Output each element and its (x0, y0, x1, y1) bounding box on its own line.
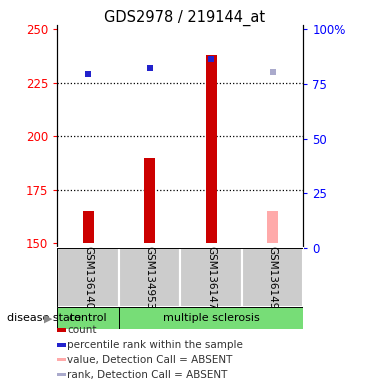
Bar (267, 211, 278, 243)
Bar (119, 307, 303, 329)
Text: GDS2978 / 219144_at: GDS2978 / 219144_at (104, 10, 266, 26)
Bar (181, 248, 242, 307)
Text: GSM136149: GSM136149 (268, 246, 278, 309)
Bar (144, 158, 155, 243)
Text: control: control (69, 313, 107, 323)
Text: GSM134953: GSM134953 (145, 246, 155, 309)
Text: ▶: ▶ (44, 313, 52, 323)
Text: multiple sclerosis: multiple sclerosis (163, 313, 259, 323)
Bar (57, 358, 66, 361)
Text: disease state: disease state (7, 313, 81, 323)
Text: rank, Detection Call = ABSENT: rank, Detection Call = ABSENT (67, 370, 228, 380)
Bar (57, 307, 119, 329)
Text: percentile rank within the sample: percentile rank within the sample (67, 340, 243, 350)
Bar (57, 328, 66, 332)
Bar (57, 373, 66, 376)
Bar (206, 55, 217, 243)
Text: count: count (67, 325, 97, 335)
Text: value, Detection Call = ABSENT: value, Detection Call = ABSENT (67, 355, 233, 365)
Bar (83, 211, 94, 243)
Bar (57, 248, 119, 307)
Bar (119, 248, 181, 307)
Text: GSM136140: GSM136140 (83, 246, 93, 309)
Bar (242, 248, 303, 307)
Bar (57, 343, 66, 346)
Text: GSM136147: GSM136147 (206, 246, 216, 309)
